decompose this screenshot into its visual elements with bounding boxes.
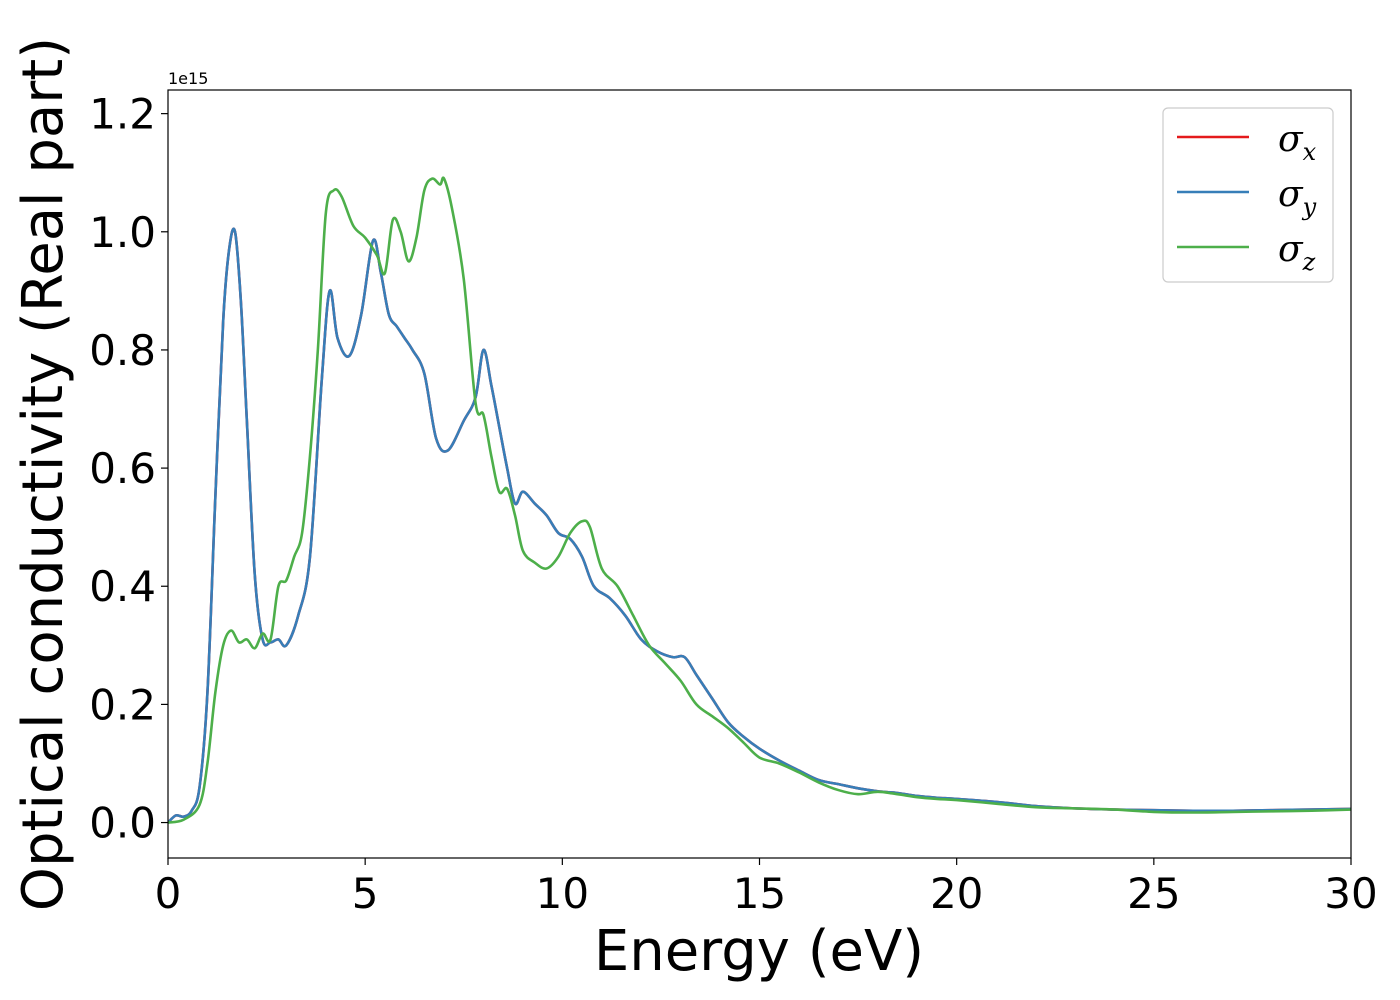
legend-label-symbol: σ bbox=[1278, 174, 1304, 215]
y-axis: 0.0 0.2 0.4 0.6 0.8 1.0 1.2 bbox=[89, 90, 168, 848]
x-tick-label: 0 bbox=[155, 869, 182, 918]
x-axis: 0 5 10 15 20 25 30 bbox=[155, 858, 1378, 918]
x-tick-label: 5 bbox=[352, 869, 379, 918]
legend-label-symbol: σ bbox=[1278, 119, 1304, 160]
legend-label-subscript: z bbox=[1302, 248, 1316, 276]
legend-label-y: σy bbox=[1278, 174, 1317, 221]
legend-label-symbol: σ bbox=[1278, 229, 1304, 270]
legend-box bbox=[1162, 107, 1334, 283]
y-tick-label: 1.2 bbox=[89, 90, 156, 139]
y-tick-label: 1.0 bbox=[89, 208, 156, 257]
legend-label-x: σx bbox=[1278, 119, 1317, 166]
x-tick-label: 30 bbox=[1324, 869, 1377, 918]
legend-label-subscript: x bbox=[1303, 138, 1317, 166]
y-tick-label: 0.0 bbox=[89, 799, 156, 848]
legend-label-subscript: y bbox=[1302, 193, 1317, 221]
series-layer bbox=[168, 176, 1351, 824]
y-tick-label: 0.2 bbox=[89, 680, 156, 729]
y-offset-label: 1e15 bbox=[168, 69, 208, 88]
x-axis-title: Energy (eV) bbox=[594, 919, 924, 984]
x-tick-label: 20 bbox=[930, 869, 983, 918]
y-tick-label: 0.4 bbox=[89, 562, 156, 611]
legend-label-z: σz bbox=[1278, 229, 1316, 276]
y-axis-title: Optical conductivity (Real part) bbox=[11, 37, 76, 911]
x-tick-label: 10 bbox=[536, 869, 589, 918]
y-tick-label: 0.6 bbox=[89, 444, 156, 493]
y-tick-label: 0.8 bbox=[89, 326, 156, 375]
x-tick-label: 25 bbox=[1127, 869, 1180, 918]
x-tick-label: 15 bbox=[733, 869, 786, 918]
series-line-z bbox=[168, 176, 1351, 824]
